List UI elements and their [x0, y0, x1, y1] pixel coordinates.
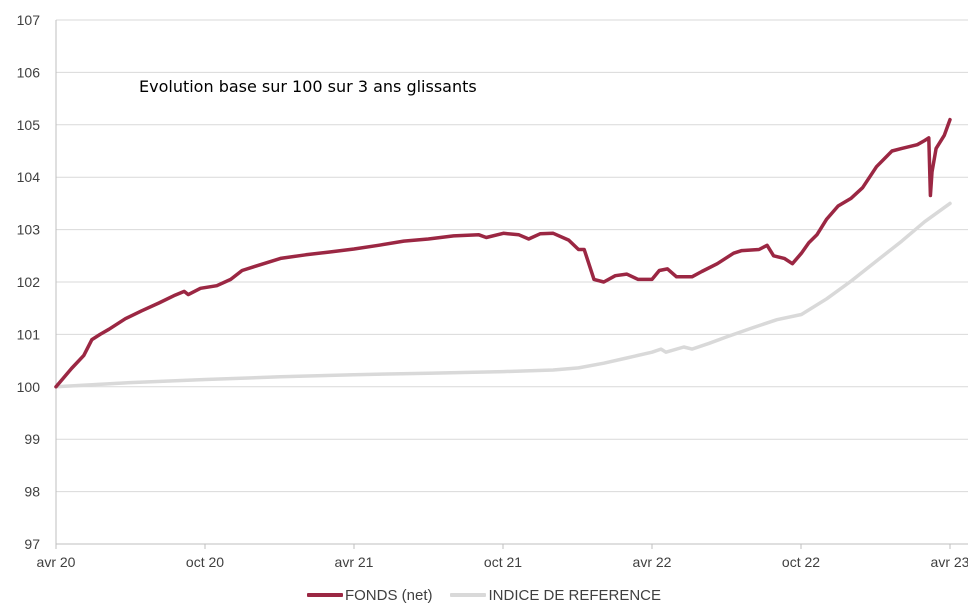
- x-tick-label: avr 20: [37, 554, 76, 570]
- y-tick-label: 107: [17, 12, 41, 28]
- x-tick-label: avr 22: [633, 554, 672, 570]
- x-tick-label: avr 21: [335, 554, 374, 570]
- y-tick-label: 101: [17, 326, 41, 342]
- legend-swatch-fonds: [306, 593, 343, 597]
- y-tick-label: 100: [17, 379, 41, 395]
- y-tick-label: 105: [17, 117, 41, 133]
- series-fonds-net: [54, 117, 952, 389]
- legend-swatch-indice: [450, 593, 487, 597]
- x-tick-label: oct 21: [484, 554, 522, 570]
- legend: FONDS (net) INDICE DE REFERENCE: [0, 584, 968, 606]
- y-tick-label: 99: [24, 431, 40, 447]
- y-tick-label: 97: [24, 536, 40, 552]
- series-line-indice: [54, 201, 952, 389]
- series-line-fonds: [54, 117, 952, 389]
- legend-label-fonds: FONDS (net): [344, 586, 433, 604]
- x-tick-label: avr 23: [931, 554, 968, 570]
- x-tick-label: oct 22: [782, 554, 820, 570]
- y-tick-label: 102: [17, 274, 41, 290]
- legend-label-indice: INDICE DE REFERENCE: [488, 586, 662, 604]
- x-tick-label: oct 20: [186, 554, 224, 570]
- x-axis: avr 20 oct 20 avr 21 oct 21 avr 22 oct 22 avr …: [37, 20, 968, 570]
- y-axis-ticks: 97 98 99 100 101 102 103 104 105 106 107: [17, 12, 41, 552]
- grid-lines: [56, 19, 968, 493]
- chart-annotation: Evolution base sur 100 sur 3 ans glissan…: [139, 77, 477, 96]
- series-indice-de-reference: [54, 201, 952, 389]
- y-tick-label: 98: [24, 484, 40, 500]
- y-tick-label: 106: [17, 64, 41, 80]
- y-tick-label: 103: [17, 222, 41, 238]
- legend-item-fonds: FONDS (net): [306, 586, 433, 604]
- legend-item-indice: INDICE DE REFERENCE: [450, 587, 661, 604]
- y-tick-label: 104: [17, 169, 41, 185]
